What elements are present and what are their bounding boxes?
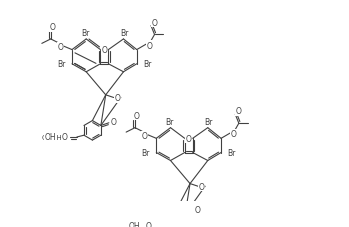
Text: O: O [236,107,242,116]
Text: O: O [110,117,116,126]
Text: O: O [134,111,140,120]
Text: OH: OH [129,221,140,227]
Text: O: O [199,182,205,191]
Text: O: O [61,133,67,142]
Text: Br: Br [205,117,213,126]
Text: Br: Br [120,29,128,38]
Text: O: O [146,42,152,50]
Text: O: O [58,43,64,52]
Text: O: O [142,132,148,141]
Text: Br: Br [57,60,66,69]
Text: Br: Br [165,117,174,126]
Text: O: O [186,134,192,143]
Text: OH: OH [44,133,56,142]
Text: O: O [114,94,120,103]
Text: O: O [102,46,107,55]
Text: O: O [50,23,55,32]
Text: Br: Br [143,60,151,69]
Text: O: O [231,130,237,139]
Text: Br: Br [141,148,150,157]
Text: Br: Br [81,29,89,38]
Text: Br: Br [228,148,236,157]
Text: O: O [151,18,157,27]
Text: O: O [195,205,201,214]
Text: O: O [146,221,152,227]
Text: COOH: COOH [42,134,63,140]
